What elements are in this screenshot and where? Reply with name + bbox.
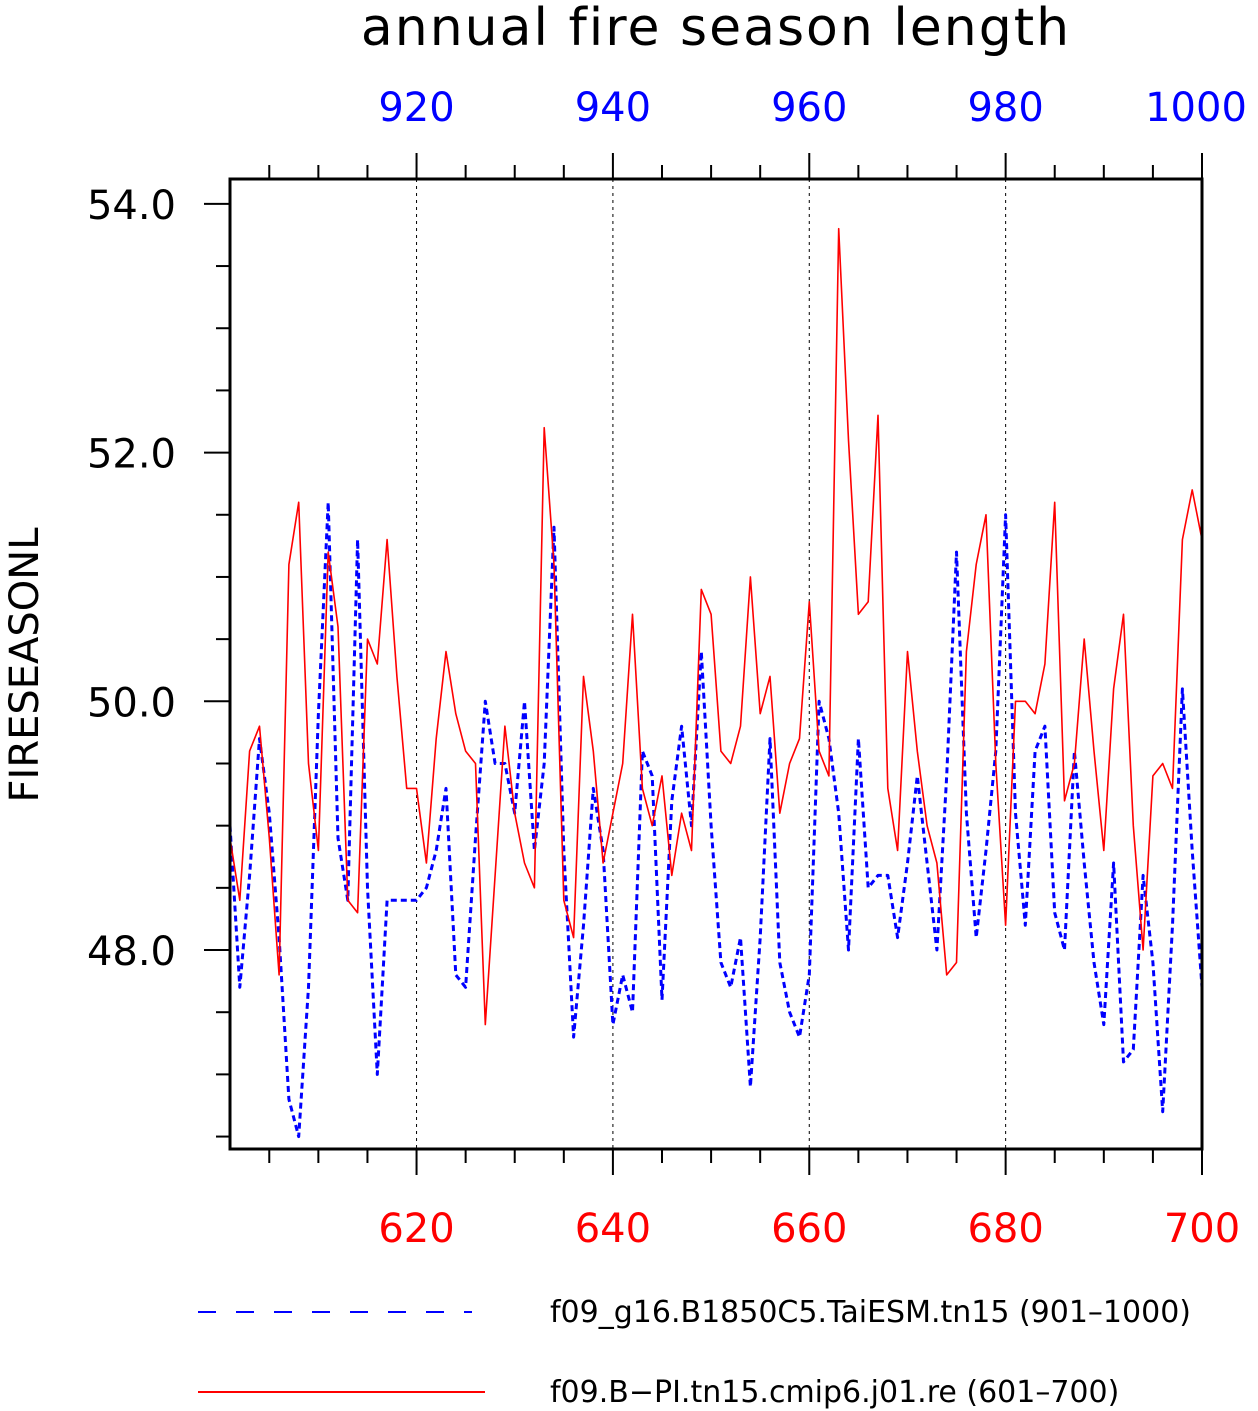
legend: f09_g16.B1850C5.TaiESM.tn15 (901–1000) f…	[198, 1295, 1191, 1410]
legend-label-red-series: f09.B−PI.tn15.cmip6.j01.re (601–700)	[550, 1375, 1119, 1410]
top-tick-label: 960	[771, 85, 847, 131]
top-tick-label: 1000	[1145, 85, 1247, 131]
legend-label-blue-series: f09_g16.B1850C5.TaiESM.tn15 (901–1000)	[550, 1295, 1191, 1330]
y-axis-label: FIRESEASONL	[2, 527, 48, 803]
grid-lines	[416, 179, 1007, 1149]
plot-frame	[228, 177, 1204, 1151]
bottom-tick-label: 660	[771, 1206, 847, 1252]
bottom-tick-label: 620	[378, 1206, 454, 1252]
y-tick-label: 48.0	[87, 929, 176, 975]
axes: 620 640 660 680 700 920 940 960 980 1000 48.0 50.0 5…	[87, 85, 1247, 1252]
top-tick-label: 920	[378, 85, 454, 131]
y-tick-label: 52.0	[87, 432, 176, 478]
top-tick-label: 980	[967, 85, 1043, 131]
series-line-blue	[228, 500, 1204, 1139]
bottom-tick-label: 700	[1164, 1206, 1240, 1252]
bottom-tick-label: 680	[967, 1206, 1043, 1252]
top-tick-label: 940	[575, 85, 651, 131]
bottom-tick-label: 640	[575, 1206, 651, 1252]
series-line-red	[229, 227, 1203, 1026]
y-tick-label: 50.0	[87, 680, 176, 726]
series-lines	[228, 227, 1204, 1139]
chart-title: annual fire season length	[361, 0, 1071, 58]
y-tick-label: 54.0	[87, 183, 176, 229]
